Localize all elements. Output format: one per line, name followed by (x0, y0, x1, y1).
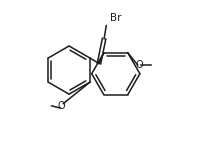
Text: O: O (135, 60, 143, 70)
Text: O: O (58, 101, 66, 111)
Text: Br: Br (110, 13, 121, 23)
